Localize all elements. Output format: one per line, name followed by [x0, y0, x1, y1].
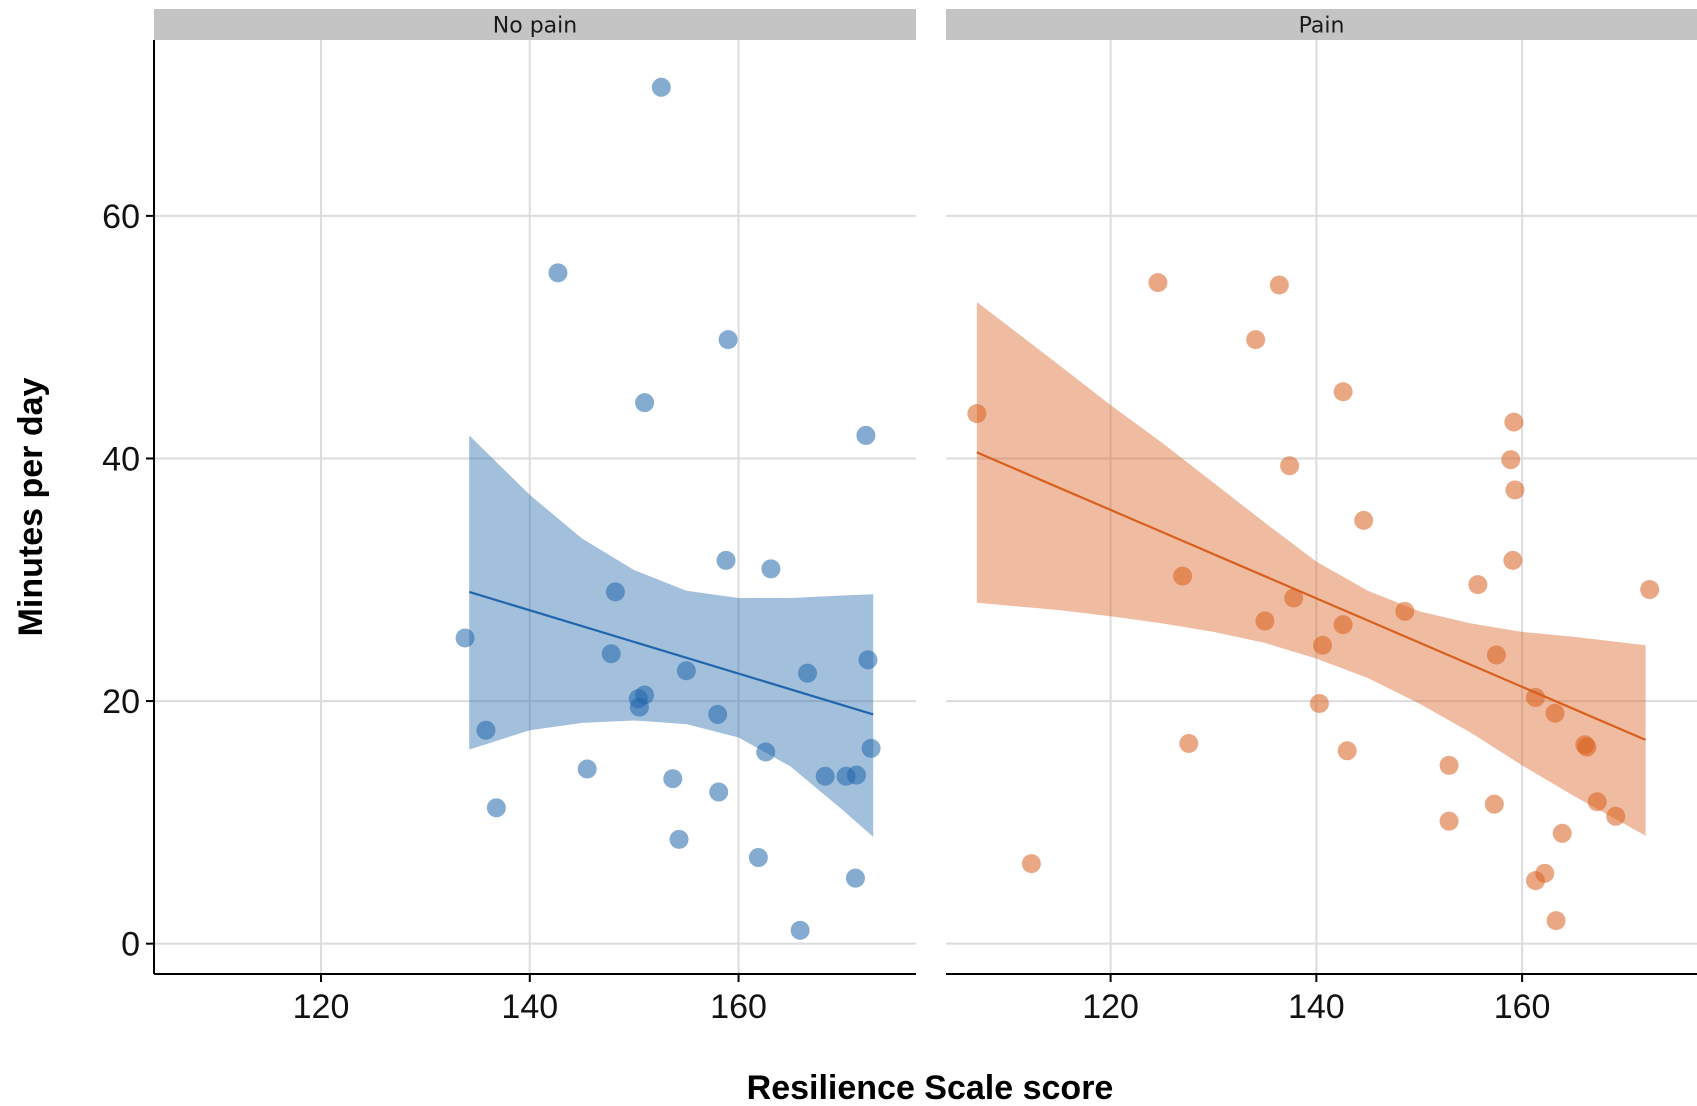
data-point: [1525, 687, 1545, 707]
data-point: [1486, 645, 1506, 665]
y-axis: 0 20 40 60: [102, 40, 155, 974]
data-point: [1535, 863, 1555, 883]
data-point: [856, 425, 876, 445]
data-point: [601, 644, 621, 664]
data-point: [1179, 734, 1199, 754]
data-point: [845, 868, 865, 888]
data-point: [1333, 615, 1353, 635]
x-axis: 120 140 160: [154, 973, 916, 1026]
data-point: [486, 798, 506, 818]
points: [455, 77, 881, 940]
data-point: [1484, 794, 1504, 814]
fit-line: [976, 451, 1646, 741]
data-point: [1552, 823, 1572, 843]
data-point: [1148, 273, 1168, 293]
y-tick-label: 20: [102, 683, 140, 721]
confidence-band: [469, 435, 874, 837]
data-point: [1439, 811, 1459, 831]
strip-pain: [946, 9, 1697, 40]
data-point: [1246, 330, 1266, 350]
data-point: [669, 829, 689, 849]
points: [967, 273, 1660, 931]
data-point: [1439, 755, 1459, 775]
data-point: [1577, 737, 1597, 757]
data-point: [1503, 550, 1523, 570]
data-point: [1395, 601, 1415, 621]
data-point: [1640, 579, 1660, 599]
x-tick-label: 120: [1082, 988, 1139, 1026]
data-point: [1501, 450, 1521, 470]
data-point: [709, 782, 729, 802]
data-point: [1284, 588, 1304, 608]
data-point: [676, 661, 696, 681]
data-point: [548, 263, 568, 283]
y-tick-label: 0: [121, 926, 140, 964]
data-point: [861, 738, 881, 758]
strip-no-pain: [154, 9, 916, 40]
gridlines: [154, 40, 916, 974]
panels-layer: No pain 120 140 160 Pain 120 140 160: [154, 9, 1697, 1026]
data-point: [1337, 741, 1357, 761]
data-point: [1354, 510, 1374, 530]
data-point: [967, 404, 987, 424]
data-point: [663, 769, 683, 789]
data-point: [651, 77, 671, 97]
data-point: [815, 766, 835, 786]
fit-line: [468, 590, 874, 716]
x-tick-label: 140: [501, 988, 558, 1026]
data-point: [748, 848, 768, 868]
data-point: [635, 393, 655, 413]
data-point: [1546, 911, 1566, 931]
data-point: [476, 720, 496, 740]
x-tick-label: 140: [1288, 988, 1345, 1026]
data-point: [635, 685, 655, 705]
confidence-band: [976, 302, 1646, 836]
y-tick-label: 60: [102, 198, 140, 236]
data-point: [1255, 611, 1275, 631]
data-point: [790, 920, 810, 940]
data-point: [605, 582, 625, 602]
data-point: [1280, 456, 1300, 476]
x-axis-title: Resilience Scale score: [747, 1069, 1114, 1106]
data-point: [1333, 382, 1353, 402]
data-point: [1545, 703, 1565, 723]
panel-pain: Pain 120 140 160: [946, 9, 1697, 1026]
strip-label: Pain: [1299, 14, 1345, 39]
data-point: [1468, 575, 1488, 595]
data-point: [1587, 792, 1607, 812]
data-point: [858, 650, 878, 670]
data-point: [1021, 854, 1041, 874]
data-point: [1309, 694, 1329, 714]
x-axis: 120 140 160: [946, 973, 1697, 1026]
panel-no-pain: No pain 120 140 160: [154, 9, 916, 1026]
data-point: [756, 742, 776, 762]
y-tick-label: 40: [102, 440, 140, 478]
data-point: [1313, 635, 1333, 655]
y-axis-title: Minutes per day: [12, 377, 50, 636]
x-tick-label: 120: [293, 988, 350, 1026]
data-point: [847, 765, 867, 785]
data-point: [1269, 275, 1289, 295]
data-point: [761, 559, 781, 579]
data-point: [1504, 412, 1524, 432]
data-point: [577, 759, 597, 779]
strip-label: No pain: [493, 14, 577, 39]
data-point: [1173, 566, 1193, 586]
data-point: [716, 550, 736, 570]
x-tick-label: 160: [1494, 988, 1551, 1026]
data-point: [1505, 480, 1525, 500]
x-tick-label: 160: [710, 988, 767, 1026]
data-point: [718, 330, 738, 350]
data-point: [708, 704, 728, 724]
data-point: [797, 663, 817, 683]
data-point: [1606, 806, 1626, 826]
data-point: [455, 628, 475, 648]
